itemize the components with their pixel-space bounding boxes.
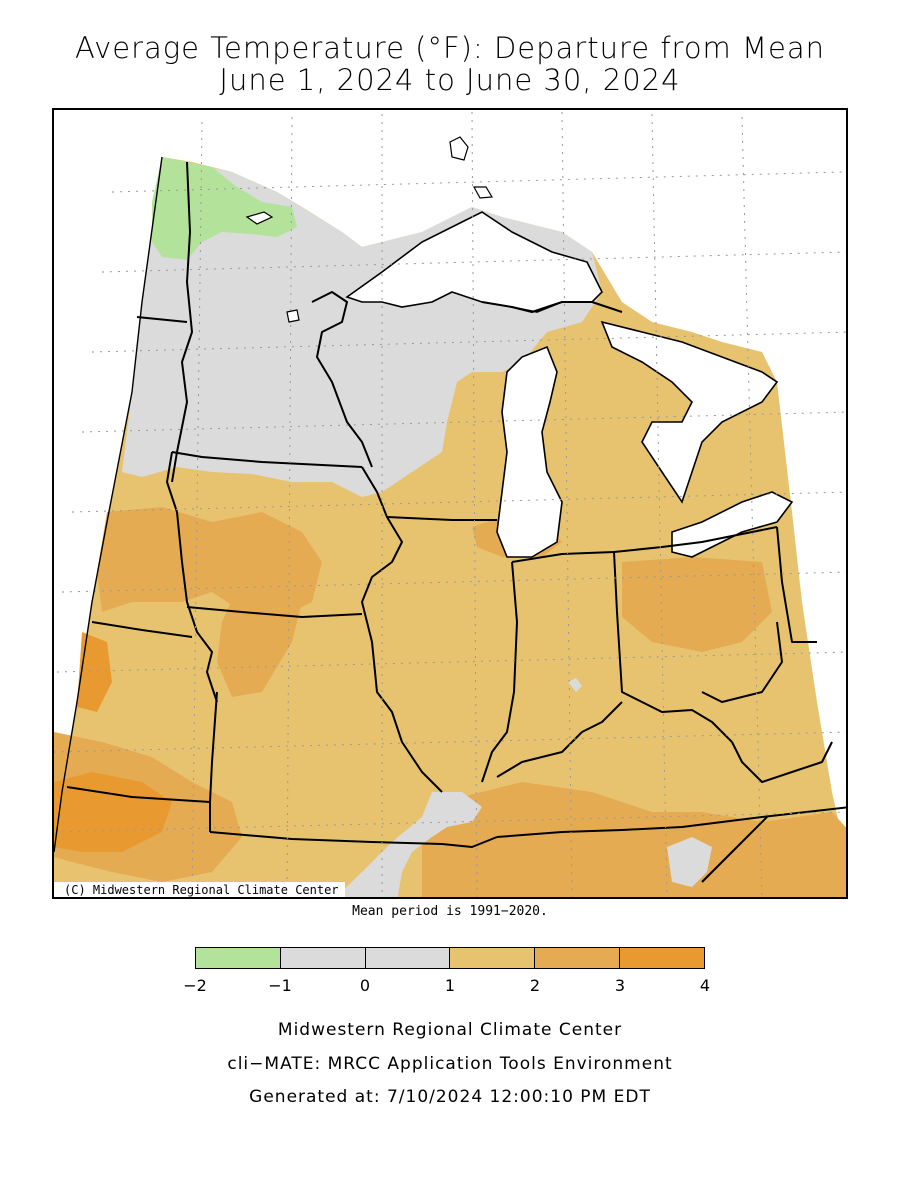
map-gray-indiana-dot [568, 678, 582, 692]
map-gray-southern-illinois [336, 792, 482, 897]
footer-organization: Midwestern Regional Climate Center [277, 1020, 623, 1040]
mean-period-note: Mean period is 1991−2020. [352, 904, 548, 919]
legend-tick-label: 2 [529, 976, 541, 995]
copyright-label: (C) Midwestern Regional Climate Center [54, 882, 345, 897]
legend-cell [365, 948, 451, 968]
map-deep-orange-west [54, 772, 172, 852]
legend-cell [196, 948, 281, 968]
legend-tick-label: 0 [359, 976, 371, 995]
map-gray-kentucky-east [667, 837, 712, 887]
map-islands [245, 136, 494, 323]
legend-tick-label: 4 [699, 976, 711, 995]
legend-tick-label: 3 [614, 976, 626, 995]
legend-cell [450, 948, 536, 968]
map-frame: (C) Midwestern Regional Climate Center [52, 108, 848, 899]
color-legend-bar [195, 947, 705, 969]
map-orange-patch-ohio [622, 557, 772, 652]
legend-cell [535, 948, 621, 968]
legend-cell [620, 948, 704, 968]
lake-erie [671, 491, 794, 558]
map-deep-orange-edge [77, 632, 112, 712]
map-title-line2: June 1, 2024 to June 30, 2024 [219, 63, 681, 97]
map-canvas [54, 111, 846, 897]
state-boundaries [66, 161, 846, 883]
map-title-line1: Average Temperature (°F): Departure from… [74, 31, 826, 65]
legend-tick-label: −1 [268, 976, 292, 995]
legend-tick-label: 1 [444, 976, 456, 995]
lake-huron [600, 320, 779, 504]
lake-michigan [496, 345, 563, 558]
footer-tool-name: cli−MATE: MRCC Application Tools Environ… [227, 1054, 673, 1074]
legend-cell [280, 948, 366, 968]
footer-generated-at: Generated at: 7/10/2024 12:00:10 PM EDT [249, 1087, 651, 1107]
map-outer-boundary [54, 156, 163, 853]
map-graticule [54, 111, 846, 897]
map-orange-patch-missouri [217, 577, 302, 697]
map-orange-patch-southeast [422, 782, 846, 897]
legend-tick-label: −2 [183, 976, 207, 995]
